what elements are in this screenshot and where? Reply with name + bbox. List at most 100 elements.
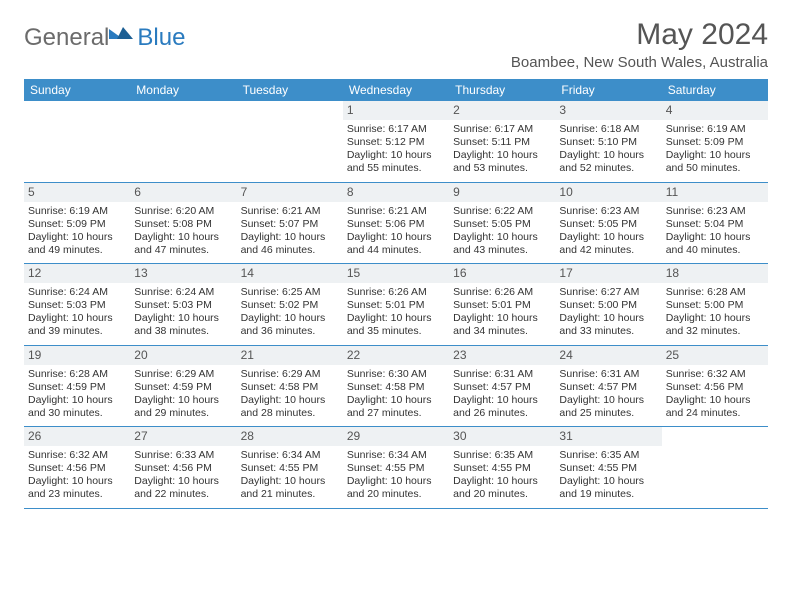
day-info: Sunrise: 6:35 AMSunset: 4:55 PMDaylight:… (559, 449, 657, 502)
day-number: 12 (24, 264, 130, 283)
weekday-header: Sunday (24, 79, 130, 101)
day-info: Sunrise: 6:32 AMSunset: 4:56 PMDaylight:… (28, 449, 126, 502)
daylight-line: Daylight: 10 hours and 19 minutes. (559, 475, 657, 501)
sunrise-line: Sunrise: 6:31 AM (453, 368, 551, 381)
daylight-line: Daylight: 10 hours and 27 minutes. (347, 394, 445, 420)
day-number: 28 (237, 427, 343, 446)
month-title: May 2024 (511, 18, 768, 52)
sunrise-line: Sunrise: 6:17 AM (347, 123, 445, 136)
day-cell: 17Sunrise: 6:27 AMSunset: 5:00 PMDayligh… (555, 264, 661, 345)
sunrise-line: Sunrise: 6:31 AM (559, 368, 657, 381)
weekday-header-row: SundayMondayTuesdayWednesdayThursdayFrid… (24, 79, 768, 101)
sunset-line: Sunset: 4:56 PM (28, 462, 126, 475)
page-header: General Blue May 2024 Boambee, New South… (24, 18, 768, 71)
day-number: 16 (449, 264, 555, 283)
day-number: 24 (555, 346, 661, 365)
day-cell: 11Sunrise: 6:23 AMSunset: 5:04 PMDayligh… (662, 183, 768, 264)
day-number: 14 (237, 264, 343, 283)
day-cell: 22Sunrise: 6:30 AMSunset: 4:58 PMDayligh… (343, 346, 449, 427)
day-number: 2 (449, 101, 555, 120)
brand-part2: Blue (137, 24, 185, 52)
day-info: Sunrise: 6:20 AMSunset: 5:08 PMDaylight:… (134, 205, 232, 258)
day-info: Sunrise: 6:22 AMSunset: 5:05 PMDaylight:… (453, 205, 551, 258)
sunrise-line: Sunrise: 6:26 AM (453, 286, 551, 299)
sunrise-line: Sunrise: 6:29 AM (134, 368, 232, 381)
daylight-line: Daylight: 10 hours and 20 minutes. (347, 475, 445, 501)
day-info: Sunrise: 6:18 AMSunset: 5:10 PMDaylight:… (559, 123, 657, 176)
empty-cell (130, 101, 236, 182)
week-row: 5Sunrise: 6:19 AMSunset: 5:09 PMDaylight… (24, 183, 768, 265)
day-cell: 28Sunrise: 6:34 AMSunset: 4:55 PMDayligh… (237, 427, 343, 508)
day-info: Sunrise: 6:21 AMSunset: 5:07 PMDaylight:… (241, 205, 339, 258)
day-number: 19 (24, 346, 130, 365)
sunset-line: Sunset: 4:58 PM (241, 381, 339, 394)
sunset-line: Sunset: 5:08 PM (134, 218, 232, 231)
sunrise-line: Sunrise: 6:24 AM (134, 286, 232, 299)
sunrise-line: Sunrise: 6:28 AM (28, 368, 126, 381)
day-number: 15 (343, 264, 449, 283)
sunset-line: Sunset: 5:03 PM (134, 299, 232, 312)
day-cell: 4 Sunrise: 6:19 AMSunset: 5:09 PMDaylight… (662, 101, 768, 182)
sunset-line: Sunset: 5:05 PM (559, 218, 657, 231)
day-number: 25 (662, 346, 768, 365)
day-info: Sunrise: 6:28 AMSunset: 5:00 PMDaylight:… (666, 286, 764, 339)
day-info: Sunrise: 6:33 AMSunset: 4:56 PMDaylight:… (134, 449, 232, 502)
day-cell: 10Sunrise: 6:23 AMSunset: 5:05 PMDayligh… (555, 183, 661, 264)
day-info: Sunrise: 6:32 AMSunset: 4:56 PMDaylight:… (666, 368, 764, 421)
sunset-line: Sunset: 4:55 PM (453, 462, 551, 475)
day-cell: 29Sunrise: 6:34 AMSunset: 4:55 PMDayligh… (343, 427, 449, 508)
day-info: Sunrise: 6:19 AMSunset: 5:09 PMDaylight:… (666, 123, 764, 176)
day-number: 6 (130, 183, 236, 202)
sunset-line: Sunset: 5:01 PM (453, 299, 551, 312)
day-cell: 6 Sunrise: 6:20 AMSunset: 5:08 PMDaylight… (130, 183, 236, 264)
sunrise-line: Sunrise: 6:19 AM (666, 123, 764, 136)
day-number: 4 (662, 101, 768, 120)
day-number: 1 (343, 101, 449, 120)
daylight-line: Daylight: 10 hours and 22 minutes. (134, 475, 232, 501)
day-number: 7 (237, 183, 343, 202)
day-info: Sunrise: 6:35 AMSunset: 4:55 PMDaylight:… (453, 449, 551, 502)
empty-cell (237, 101, 343, 182)
day-info: Sunrise: 6:21 AMSunset: 5:06 PMDaylight:… (347, 205, 445, 258)
sunset-line: Sunset: 5:00 PM (666, 299, 764, 312)
daylight-line: Daylight: 10 hours and 53 minutes. (453, 149, 551, 175)
day-number: 18 (662, 264, 768, 283)
day-cell: 20Sunrise: 6:29 AMSunset: 4:59 PMDayligh… (130, 346, 236, 427)
day-number: 26 (24, 427, 130, 446)
sunrise-line: Sunrise: 6:25 AM (241, 286, 339, 299)
daylight-line: Daylight: 10 hours and 28 minutes. (241, 394, 339, 420)
week-row: 1Sunrise: 6:17 AMSunset: 5:12 PMDaylight… (24, 101, 768, 183)
daylight-line: Daylight: 10 hours and 35 minutes. (347, 312, 445, 338)
sunrise-line: Sunrise: 6:32 AM (28, 449, 126, 462)
day-cell: 31Sunrise: 6:35 AMSunset: 4:55 PMDayligh… (555, 427, 661, 508)
day-info: Sunrise: 6:27 AMSunset: 5:00 PMDaylight:… (559, 286, 657, 339)
day-info: Sunrise: 6:23 AMSunset: 5:04 PMDaylight:… (666, 205, 764, 258)
day-info: Sunrise: 6:24 AMSunset: 5:03 PMDaylight:… (28, 286, 126, 339)
sunrise-line: Sunrise: 6:21 AM (241, 205, 339, 218)
day-cell: 27Sunrise: 6:33 AMSunset: 4:56 PMDayligh… (130, 427, 236, 508)
sunset-line: Sunset: 5:09 PM (666, 136, 764, 149)
daylight-line: Daylight: 10 hours and 34 minutes. (453, 312, 551, 338)
sunrise-line: Sunrise: 6:35 AM (453, 449, 551, 462)
day-number: 13 (130, 264, 236, 283)
weekday-header: Wednesday (343, 79, 449, 101)
sunset-line: Sunset: 5:09 PM (28, 218, 126, 231)
sunrise-line: Sunrise: 6:34 AM (241, 449, 339, 462)
sunset-line: Sunset: 5:05 PM (453, 218, 551, 231)
day-info: Sunrise: 6:31 AMSunset: 4:57 PMDaylight:… (559, 368, 657, 421)
sunrise-line: Sunrise: 6:20 AM (134, 205, 232, 218)
sunrise-line: Sunrise: 6:24 AM (28, 286, 126, 299)
week-row: 19Sunrise: 6:28 AMSunset: 4:59 PMDayligh… (24, 346, 768, 428)
day-info: Sunrise: 6:31 AMSunset: 4:57 PMDaylight:… (453, 368, 551, 421)
day-cell: 24 Sunrise: 6:31 AMSunset: 4:57 PMDayligh… (555, 346, 661, 427)
sunset-line: Sunset: 5:03 PM (28, 299, 126, 312)
sunset-line: Sunset: 5:04 PM (666, 218, 764, 231)
sunrise-line: Sunrise: 6:27 AM (559, 286, 657, 299)
day-number: 10 (555, 183, 661, 202)
daylight-line: Daylight: 10 hours and 46 minutes. (241, 231, 339, 257)
sunset-line: Sunset: 4:55 PM (241, 462, 339, 475)
location-text: Boambee, New South Wales, Australia (511, 54, 768, 71)
sunrise-line: Sunrise: 6:28 AM (666, 286, 764, 299)
sunrise-line: Sunrise: 6:21 AM (347, 205, 445, 218)
sunset-line: Sunset: 4:57 PM (453, 381, 551, 394)
